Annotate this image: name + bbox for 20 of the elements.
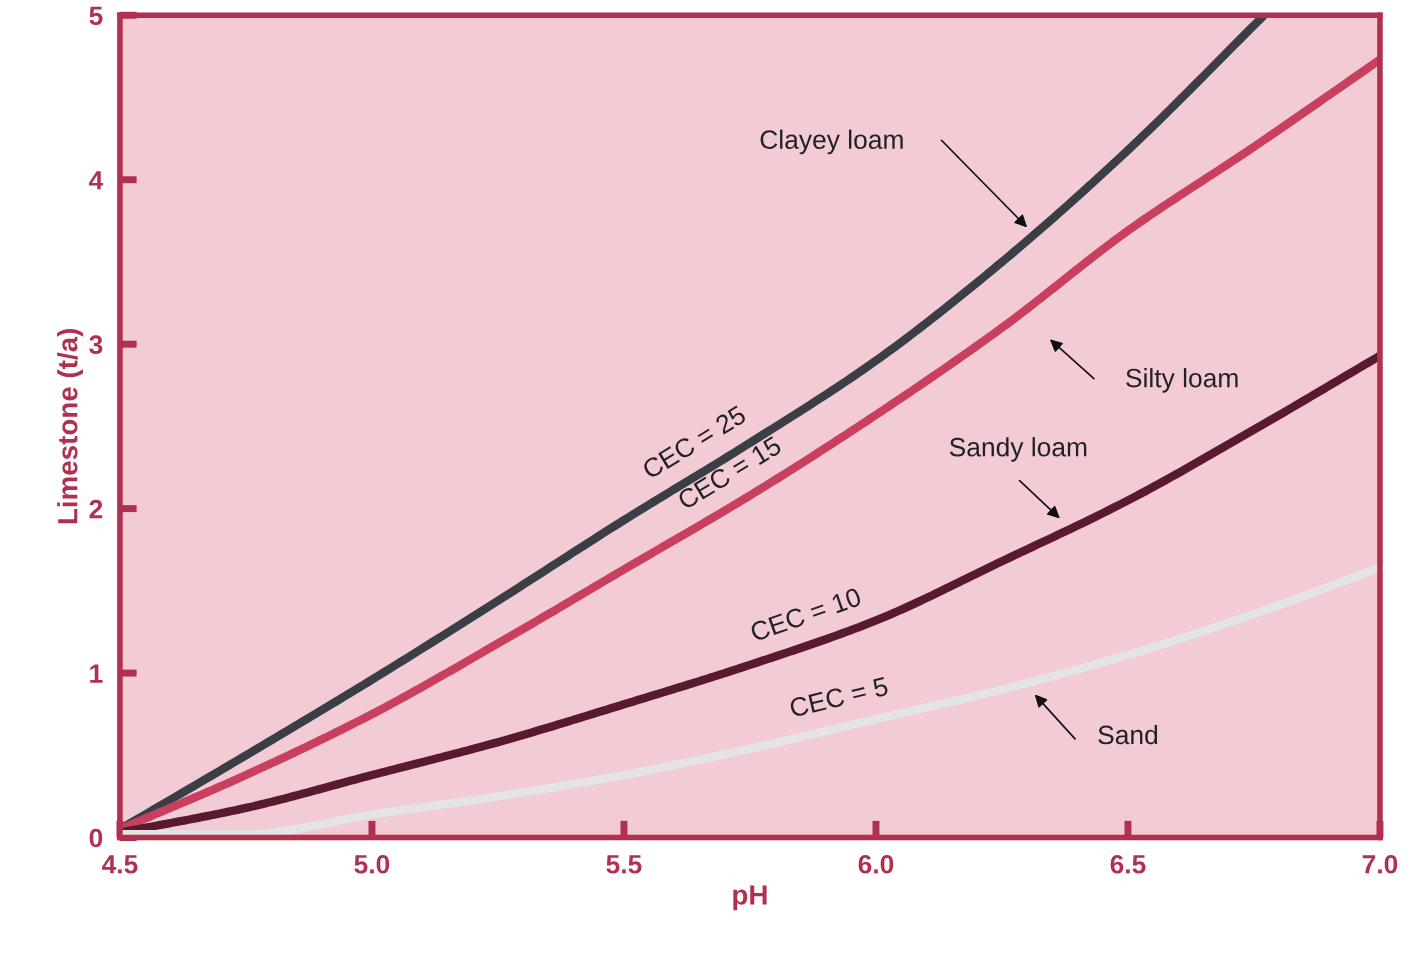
- x-tick-label: 7.0: [1362, 854, 1398, 874]
- annotation: Silty loam: [1126, 368, 1238, 393]
- annotation: Sand: [1098, 724, 1158, 745]
- x-axis-title: pH: [733, 885, 767, 911]
- annotation: Clayey loam: [760, 129, 903, 155]
- x-tick-label: 5.5: [606, 855, 642, 874]
- y-tick-label: 3: [89, 335, 103, 355]
- y-tick-label: 2: [89, 499, 103, 519]
- y-tick-label: 0: [89, 828, 103, 848]
- y-tick-label: 4: [88, 171, 104, 190]
- x-tick-label: 5.0: [354, 854, 390, 874]
- y-tick-label: 5: [89, 6, 103, 26]
- x-tick-label: 6.0: [858, 854, 894, 874]
- text: CEC = 10: [749, 587, 863, 642]
- x-tick-label: 4.5: [101, 855, 138, 874]
- text: CEC = 5: [789, 676, 889, 718]
- y-tick-label: 1: [90, 664, 103, 683]
- y-axis-title: Limestone (t/a): [57, 329, 84, 524]
- x-tick-label: 6.5: [1110, 854, 1146, 874]
- annotation: Sandy loam: [949, 437, 1087, 462]
